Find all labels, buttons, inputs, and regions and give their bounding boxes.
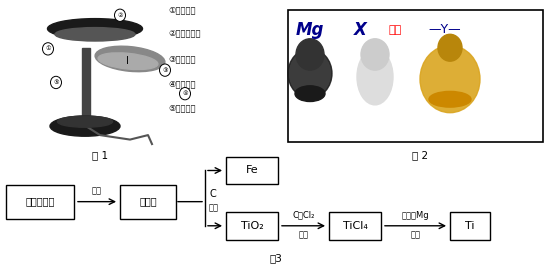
Text: Fe: Fe — [246, 165, 258, 176]
Text: 图 1: 图 1 — [92, 150, 108, 160]
Text: ①: ① — [45, 46, 51, 51]
Circle shape — [438, 34, 462, 61]
Text: 钒钛磁铁矿: 钒钛磁铁矿 — [25, 197, 55, 207]
Bar — [226, 157, 278, 184]
Circle shape — [43, 43, 54, 55]
Bar — [450, 212, 490, 240]
Text: TiO₂: TiO₂ — [241, 221, 263, 231]
Ellipse shape — [58, 116, 112, 127]
Text: 图 2: 图 2 — [412, 150, 428, 160]
Circle shape — [159, 64, 170, 76]
Text: ②铝箔反光灯: ②铝箔反光灯 — [168, 30, 201, 39]
Text: 高温: 高温 — [299, 231, 309, 240]
Text: X: X — [353, 21, 367, 39]
Ellipse shape — [50, 116, 120, 136]
Ellipse shape — [55, 28, 135, 41]
Ellipse shape — [98, 53, 158, 69]
Text: ②: ② — [117, 13, 123, 18]
Text: 高温: 高温 — [209, 203, 219, 212]
Circle shape — [296, 39, 324, 70]
Circle shape — [180, 88, 190, 100]
Ellipse shape — [357, 49, 393, 105]
Text: ⑤: ⑤ — [53, 80, 59, 85]
Text: 高温: 高温 — [410, 231, 420, 240]
Bar — [288, 10, 543, 142]
Text: ④铜质插头: ④铜质插头 — [168, 79, 196, 88]
Text: C、Cl₂: C、Cl₂ — [293, 211, 315, 220]
Circle shape — [420, 45, 480, 113]
Ellipse shape — [95, 46, 165, 72]
Text: —Y—: —Y— — [429, 23, 461, 36]
Bar — [226, 212, 278, 240]
Circle shape — [288, 49, 332, 98]
Text: Mg: Mg — [296, 21, 324, 39]
Text: 足量的Mg: 足量的Mg — [401, 211, 429, 220]
Text: 盐酸: 盐酸 — [388, 25, 401, 35]
Text: ③玻璃灯管: ③玻璃灯管 — [168, 55, 196, 63]
Text: 钛铁矿: 钛铁矿 — [139, 197, 157, 207]
Bar — [329, 212, 381, 240]
Bar — [120, 185, 176, 219]
Bar — [82, 48, 90, 126]
Bar — [6, 185, 74, 219]
Text: I: I — [126, 56, 128, 66]
Text: C: C — [209, 189, 216, 199]
Text: Ti: Ti — [465, 221, 474, 231]
Text: ③: ③ — [162, 68, 168, 73]
Text: 选矿: 选矿 — [92, 187, 102, 196]
Text: TiCl₄: TiCl₄ — [342, 221, 367, 231]
Text: ④: ④ — [182, 91, 188, 96]
Circle shape — [361, 39, 389, 70]
Circle shape — [114, 9, 126, 22]
Text: ⑤塑料灯座: ⑤塑料灯座 — [168, 104, 196, 113]
Text: 图3: 图3 — [269, 253, 283, 263]
Ellipse shape — [48, 19, 143, 39]
Text: ①鐵螺丝钉: ①鐵螺丝钉 — [168, 5, 196, 14]
Ellipse shape — [429, 92, 471, 107]
Ellipse shape — [295, 86, 325, 102]
Circle shape — [50, 76, 61, 89]
